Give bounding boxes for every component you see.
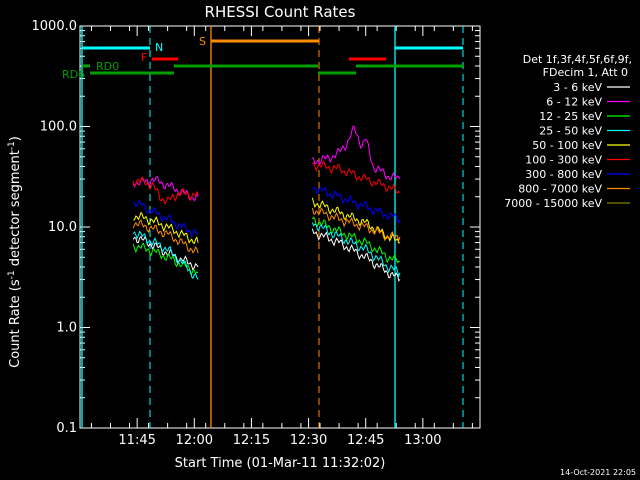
- x-tick-label: 11:45: [118, 433, 155, 448]
- legend-label: 300 - 800 keV: [525, 168, 602, 181]
- timestamp: 14-Oct-2021 22:05: [560, 468, 636, 477]
- series-line-0-seg-0: [132, 235, 199, 272]
- series-line-2-seg-1: [312, 216, 401, 264]
- series-line-1-seg-1: [311, 125, 401, 181]
- series-line-7-seg-1: [311, 207, 401, 243]
- x-tick-label: 12:00: [176, 433, 213, 448]
- annotation-s: S: [199, 35, 206, 48]
- y-axis-label-mid: detector segment: [8, 150, 23, 270]
- annotation-rd0: RD0: [96, 60, 119, 73]
- y-axis-label-sup2: -1: [7, 141, 17, 150]
- series-line-7-seg-0: [132, 219, 199, 254]
- legend-label: 6 - 12 keV: [546, 96, 602, 109]
- chart-title: RHESSI Count Rates: [205, 3, 356, 21]
- series-line-1-seg-0: [132, 176, 199, 202]
- annotation-rd6: RD6: [62, 68, 85, 81]
- state-markers: N F S RD0 RD6: [62, 26, 464, 428]
- series-line-0-seg-1: [311, 228, 401, 282]
- y-axis-ticks: [80, 25, 480, 429]
- y-axis-label-end: ): [8, 136, 23, 141]
- legend: Det 1f,3f,4f,5f,6f,9f, FDecim 1, Att 0 3…: [504, 53, 632, 210]
- legend-header-line-2: FDecim 1, Att 0: [543, 66, 628, 79]
- x-tick-label: 13:00: [404, 433, 441, 448]
- series-line-6-seg-0: [133, 200, 199, 238]
- x-axis-tick-labels: 11:45 12:00 12:15 12:30 12:45 13:00: [118, 433, 441, 448]
- y-axis-tick-labels: 0.1 1.0 10.0 100.0 1000.0: [32, 19, 78, 436]
- x-tick-label: 12:30: [290, 433, 327, 448]
- legend-label: 3 - 6 keV: [553, 81, 602, 94]
- annotation-f: F: [141, 51, 147, 64]
- legend-header-line-1: Det 1f,3f,4f,5f,6f,9f,: [523, 53, 632, 66]
- x-axis-label: Start Time (01-Mar-11 11:32:02): [175, 456, 386, 471]
- x-tick-label: 12:45: [347, 433, 384, 448]
- series-line-3-seg-0: [132, 230, 199, 280]
- plot-frame: [79, 25, 481, 429]
- y-tick-label: 0.1: [56, 421, 77, 436]
- legend-label: 800 - 7000 keV: [518, 183, 602, 196]
- series-line-5-seg-0: [132, 176, 199, 205]
- series-line-6-seg-1: [312, 185, 401, 224]
- legend-label: 7000 - 15000 keV: [504, 197, 602, 210]
- x-tick-label: 12:15: [233, 433, 270, 448]
- series-line-4-seg-0: [133, 211, 199, 245]
- series-line-3-seg-1: [311, 222, 401, 278]
- series-line-2-seg-0: [132, 242, 199, 276]
- annotation-n: N: [155, 41, 163, 54]
- series-line-5-seg-1: [312, 160, 401, 194]
- y-axis-label-sup1: -1: [7, 270, 17, 279]
- legend-label: 25 - 50 keV: [539, 125, 602, 138]
- y-tick-label: 100.0: [40, 120, 77, 135]
- y-tick-label: 1000.0: [32, 19, 78, 34]
- legend-label: 12 - 25 keV: [539, 110, 602, 123]
- y-axis-label-main: Count Rate (s: [8, 279, 23, 368]
- y-tick-label: 10.0: [48, 220, 77, 235]
- y-axis-label: Count Rate (s-1 detector segment-1): [7, 136, 23, 368]
- legend-label: 100 - 300 keV: [525, 154, 602, 167]
- series-layer: [132, 125, 401, 282]
- legend-label: 50 - 100 keV: [532, 139, 602, 152]
- x-axis-ticks: [90, 26, 473, 428]
- y-tick-label: 1.0: [56, 321, 77, 336]
